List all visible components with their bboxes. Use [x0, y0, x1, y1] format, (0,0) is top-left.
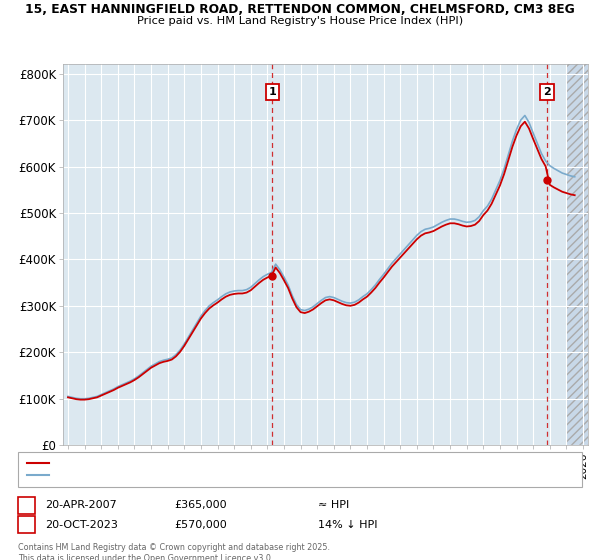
Text: Price paid vs. HM Land Registry's House Price Index (HPI): Price paid vs. HM Land Registry's House … — [137, 16, 463, 26]
Text: HPI: Average price, detached house, Chelmsford: HPI: Average price, detached house, Chel… — [53, 471, 283, 480]
Text: 20-OCT-2023: 20-OCT-2023 — [45, 520, 118, 530]
Text: £365,000: £365,000 — [174, 500, 227, 510]
Text: 20-APR-2007: 20-APR-2007 — [45, 500, 117, 510]
Text: Contains HM Land Registry data © Crown copyright and database right 2025.
This d: Contains HM Land Registry data © Crown c… — [18, 543, 330, 560]
Text: 15, EAST HANNINGFIELD ROAD, RETTENDON COMMON, CHELMSFORD, CM3 8EG (detached hou: 15, EAST HANNINGFIELD ROAD, RETTENDON CO… — [53, 459, 504, 468]
Text: 14% ↓ HPI: 14% ↓ HPI — [318, 520, 377, 530]
Text: £570,000: £570,000 — [174, 520, 227, 530]
Text: 1: 1 — [268, 87, 276, 97]
Text: ≈ HPI: ≈ HPI — [318, 500, 349, 510]
Bar — [566, 64, 600, 445]
Text: 1: 1 — [23, 500, 30, 510]
Text: 2: 2 — [543, 87, 551, 97]
Text: 15, EAST HANNINGFIELD ROAD, RETTENDON COMMON, CHELMSFORD, CM3 8EG: 15, EAST HANNINGFIELD ROAD, RETTENDON CO… — [25, 3, 575, 16]
Text: 2: 2 — [23, 520, 30, 530]
